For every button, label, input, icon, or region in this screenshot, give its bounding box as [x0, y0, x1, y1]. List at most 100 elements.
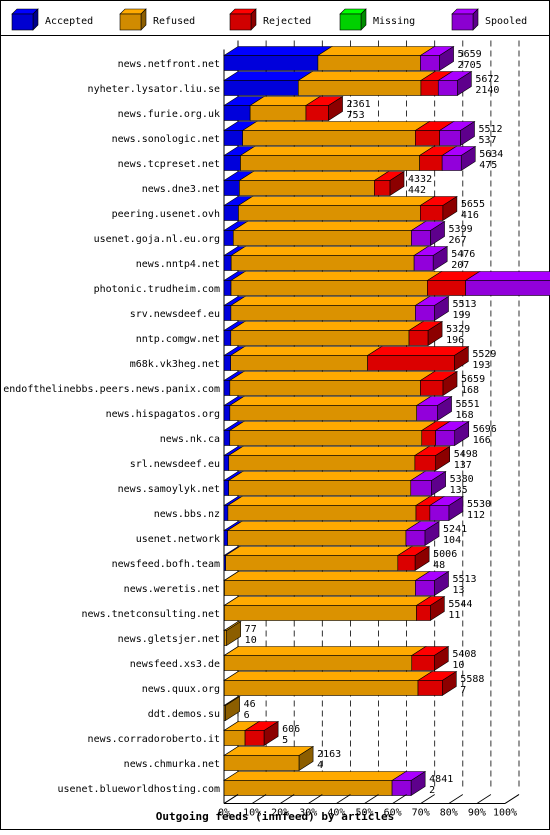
bar-segment-rejected: [366, 345, 470, 372]
x-tick-label: 90%: [468, 808, 486, 819]
accepted-count-label: 7: [460, 685, 466, 696]
bar-row-photonic-trudheim-com: [222, 271, 550, 296]
bar-side-face: [434, 570, 449, 597]
bar-front-face: [419, 155, 443, 171]
legend-label: Refused: [153, 16, 195, 27]
bar-row-news-dne3-net: [222, 170, 406, 197]
offered-count-label: 5498: [454, 449, 478, 460]
bar-front-face: [223, 355, 232, 371]
bar-front-face: [223, 255, 232, 271]
bar-segment-refused: [229, 321, 425, 346]
bar-row-news-tnetconsulting-net: [222, 595, 446, 622]
bar-front-face: [415, 580, 435, 596]
accepted-count-label: 10: [452, 660, 464, 671]
bar-front-face: [223, 55, 319, 71]
bar-segment-refused: [229, 296, 431, 321]
category-label: endofthelinebbs.peers.news.panix.com: [3, 384, 220, 395]
accepted-count-label: 168: [456, 410, 474, 421]
offered-count-label: 606: [282, 724, 300, 735]
x-tick-mark: [279, 794, 295, 804]
bar-front-face: [224, 605, 417, 621]
bar-side-face: [432, 245, 448, 272]
accepted-count-label: 135: [450, 485, 468, 496]
bar-front-face: [416, 405, 438, 421]
bar-top-face: [229, 296, 431, 306]
bar-side-face: [442, 195, 458, 222]
bar-top-face: [237, 196, 436, 206]
bar-front-face: [411, 230, 431, 246]
bar-front-face: [223, 530, 228, 546]
bar-segment-rejected: [244, 720, 280, 747]
category-label: news.nntp4.net: [136, 259, 220, 270]
legend-item-missing: Missing: [339, 8, 415, 31]
bar-top-face: [226, 496, 432, 506]
legend-swatch: [11, 13, 34, 31]
category-label: nyheter.lysator.liu.se: [88, 84, 220, 95]
bar-front-face: [242, 130, 416, 146]
category-label: news.tcpreset.net: [118, 159, 220, 170]
accepted-count-label: 137: [454, 460, 472, 471]
bar-segment-refused: [229, 346, 383, 371]
bar-side-face: [435, 445, 451, 472]
category-label: news.nk.ca: [160, 434, 220, 445]
bar-row-ddt-demos-su: [222, 695, 241, 722]
offered-count-label: 5659: [458, 49, 482, 60]
legend: Accepted Refused Rejected Missing Spooled: [11, 8, 527, 31]
bar-front-face: [223, 780, 393, 796]
bar-segment-rejected: [415, 595, 446, 622]
x-tick-label: 40%: [327, 808, 345, 819]
bar-front-face: [414, 455, 437, 471]
category-label: newsfeed.xs3.de: [130, 659, 220, 670]
x-tick-label: 0%: [218, 808, 230, 819]
category-label: news.chmurka.net: [124, 759, 220, 770]
bar-top-face: [228, 421, 437, 431]
bar-top-face: [229, 346, 383, 356]
bar-front-face: [427, 280, 466, 296]
category-label: news.furie.org.uk: [118, 109, 220, 120]
bar-side-face: [448, 495, 464, 522]
offered-count-label: 5329: [446, 324, 470, 335]
bar-front-face: [367, 355, 455, 371]
legend-label: Rejected: [263, 16, 311, 27]
bar-front-face: [227, 505, 417, 521]
accepted-count-label: 193: [472, 360, 490, 371]
bar-row-news-bbs-nz: [222, 495, 464, 522]
bar-side-face: [414, 545, 430, 572]
legend-label: Spooled: [485, 16, 527, 27]
bar-front-face: [223, 230, 234, 246]
bar-row-newsfeed-xs3-de: [222, 645, 450, 672]
x-tick-mark: [476, 794, 492, 804]
bar-segment-refused: [228, 371, 436, 396]
bar-segment-spooled: [464, 271, 550, 296]
bar-front-face: [410, 480, 432, 496]
accepted-count-label: 475: [479, 160, 497, 171]
offered-count-label: 5655: [461, 199, 485, 210]
bar-segment-refused: [223, 695, 241, 722]
legend-label: Accepted: [45, 16, 93, 27]
offered-count-label: 5530: [467, 499, 491, 510]
accepted-count-label: 267: [449, 235, 467, 246]
bar-segment-refused: [223, 646, 427, 671]
bar-front-face: [441, 155, 462, 171]
offered-count-label: 5512: [478, 124, 502, 135]
bar-segment-rejected: [414, 121, 455, 146]
category-label: news.samoylyk.net: [118, 484, 220, 495]
accepted-count-label: 2: [429, 785, 435, 796]
legend-swatch: [119, 13, 142, 31]
accepted-count-label: 166: [473, 435, 491, 446]
bar-side-face: [454, 420, 470, 447]
category-label: usenet.blueworldhosting.com: [57, 784, 220, 795]
bar-front-face: [429, 505, 450, 521]
bar-front-face: [224, 630, 227, 646]
